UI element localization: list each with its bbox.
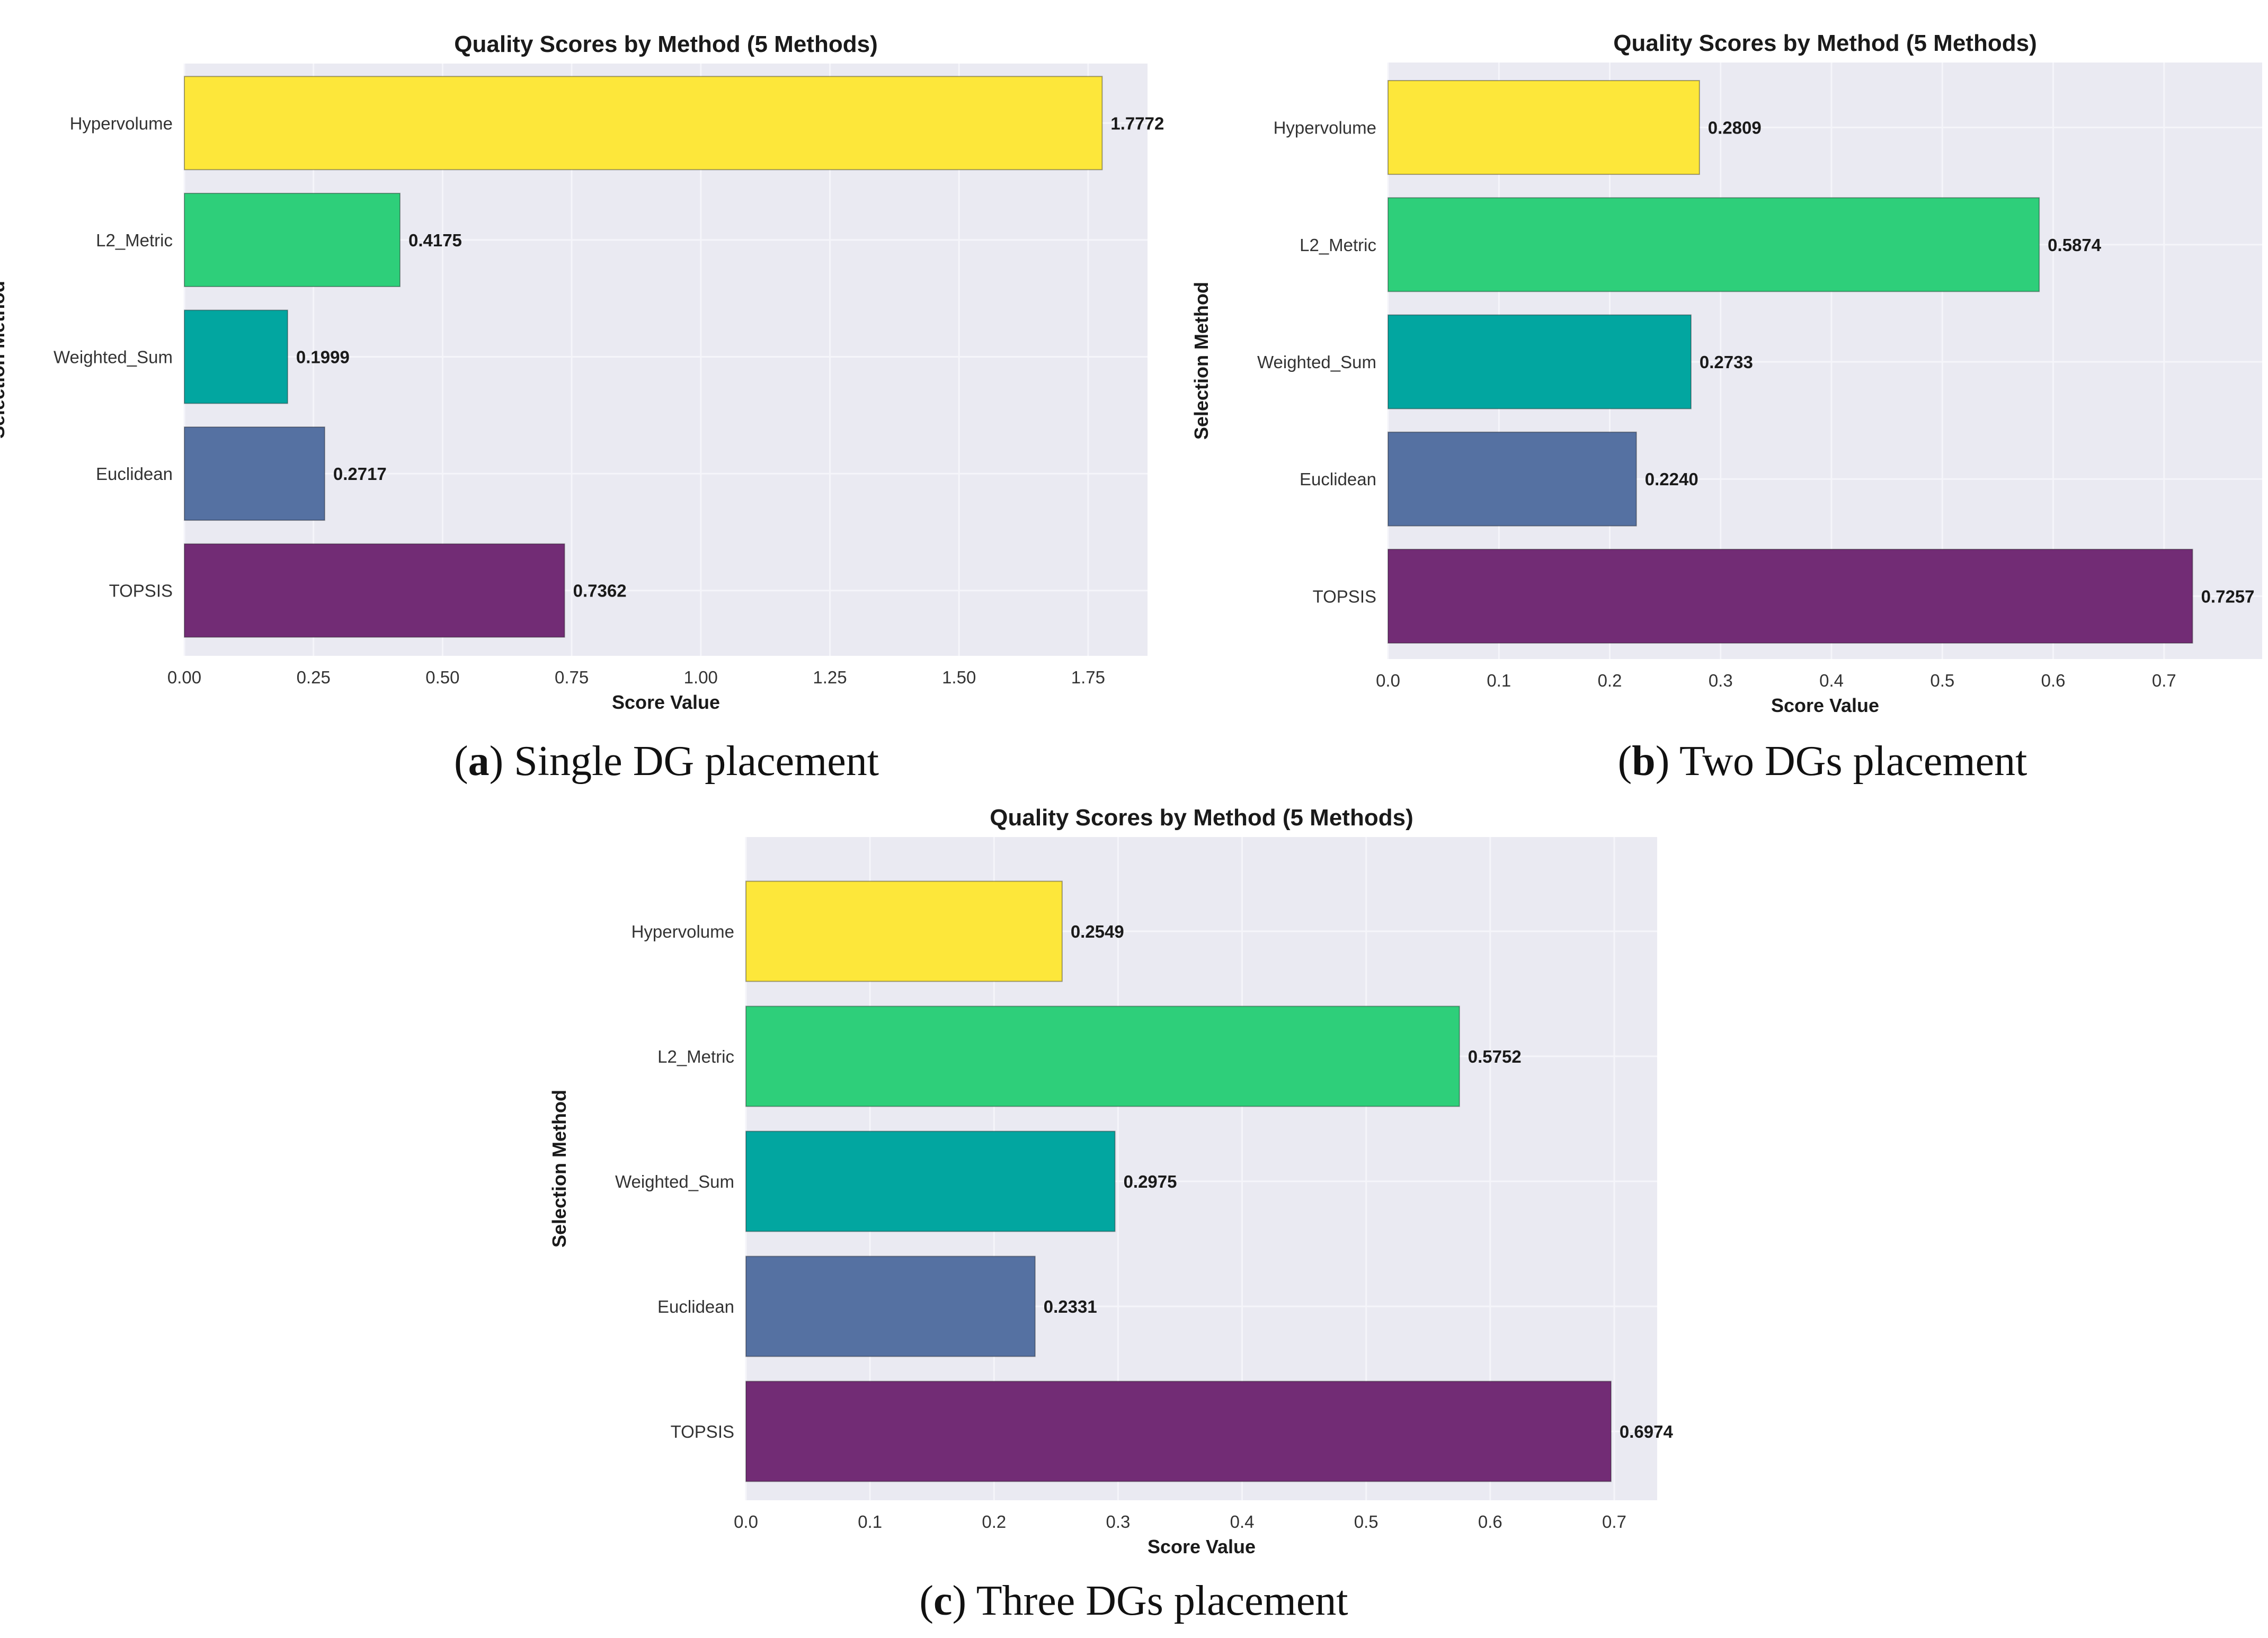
data-label: 0.2809 [1708,118,1762,138]
x-tick-label: 0.7 [1602,1512,1626,1532]
bar-euclidean [745,1256,1036,1357]
data-label: 0.2331 [1044,1297,1097,1316]
bar-topsis [1388,548,2193,644]
y-tick-label: L2_Metric [96,230,173,250]
data-label: 0.2975 [1124,1172,1177,1191]
x-tick-label: 0.2 [982,1512,1006,1532]
x-tick-label: 1.50 [942,667,976,687]
data-label: 0.2717 [333,464,387,484]
panel-caption: (c) Three DGs placement [919,1578,1348,1624]
x-tick-label: 0.75 [555,667,589,687]
y-tick-label: Hypervolume [70,113,173,133]
bar-weighted-sum [745,1130,1116,1232]
caption-text: ) Two DGs placement [1656,738,2027,785]
x-tick-label: 0.0 [1376,671,1400,690]
caption-paren-open: ( [1618,738,1632,785]
x-axis-label: Score Value [1771,695,1879,716]
x-tick-label: 0.6 [1478,1512,1502,1532]
y-tick-label: Euclidean [96,464,173,484]
x-tick-label: 0.00 [167,667,201,687]
bar-l2-metric [184,192,401,287]
chart-title: Quality Scores by Method (5 Methods) [454,31,877,57]
bar-topsis [745,1381,1612,1482]
bar-euclidean [184,426,325,521]
caption-letter: a [468,738,490,785]
y-tick-label: Hypervolume [632,922,734,941]
y-tick-label: Euclidean [1300,469,1376,489]
caption-letter: b [1632,738,1656,785]
x-tick-label: 0.3 [1106,1512,1130,1532]
y-tick-label: Hypervolume [1274,118,1376,138]
chart-panel-c: 0.0 0.1 0.2 0.3 0.4 0.5 0.6 0.7 Hypervolume 0.254… [548,805,1673,1624]
data-label: 0.1999 [296,348,350,367]
data-label: 0.7257 [2201,586,2255,606]
data-label: 0.7362 [573,581,627,601]
y-tick-label: TOPSIS [671,1422,734,1441]
data-label: 0.4175 [408,230,462,250]
chart-title: Quality Scores by Method (5 Methods) [990,805,1413,831]
panel-caption: (b) Two DGs placement [1618,738,2027,785]
x-tick-label: 1.00 [684,667,718,687]
x-tick-label: 0.0 [734,1512,758,1532]
bar-topsis [184,543,565,638]
x-tick-label: 0.5 [1930,671,1954,690]
x-tick-label: 0.7 [2152,671,2176,690]
bar-hypervolume [745,880,1063,982]
y-axis-label: Selection Method [1190,282,1212,440]
bar-l2-metric [1388,197,2040,292]
x-tick-label: 0.5 [1354,1512,1378,1532]
x-tick-label: 0.1 [858,1512,882,1532]
data-label: 1.7772 [1110,113,1164,133]
y-axis-label: Selection Method [548,1090,570,1248]
x-tick-label: 0.2 [1598,671,1622,690]
bar-hypervolume [184,76,1103,171]
y-axis-label: Selection Method [0,281,8,439]
x-tick-label: 0.50 [425,667,459,687]
x-tick-label: 0.4 [1819,671,1844,690]
y-tick-label: L2_Metric [657,1047,734,1066]
x-tick-label: 1.75 [1071,667,1105,687]
data-label: 0.2549 [1071,922,1124,941]
bar-weighted-sum [1388,314,1692,409]
y-tick-label: Weighted_Sum [615,1172,734,1191]
y-tick-label: L2_Metric [1300,235,1376,255]
data-label: 0.2733 [1700,352,1753,372]
x-tick-label: 0.6 [2041,671,2066,690]
x-tick-label: 0.25 [297,667,331,687]
data-label: 0.6974 [1620,1422,1674,1441]
x-tick-label: 0.1 [1487,671,1511,690]
caption-text: ) Single DG placement [490,738,879,785]
x-axis-label: Score Value [1148,1536,1256,1557]
data-label: 0.5874 [2048,235,2102,255]
caption-paren-open: ( [919,1578,933,1624]
y-tick-label: Euclidean [657,1297,734,1316]
chart-panel-b: 0.0 0.1 0.2 0.3 0.4 0.5 0.6 0.7 Hypervolume 0.280… [1190,30,2262,785]
data-label: 0.2240 [1645,469,1698,489]
panel-caption: (a) Single DG placement [454,738,879,785]
bar-euclidean [1388,431,1637,527]
chart-panel-a: 0.00 0.25 0.50 0.75 1.00 1.25 1.50 1.75 Hypervol… [0,31,1164,785]
x-tick-label: 0.4 [1230,1512,1255,1532]
bar-hypervolume [1388,80,1700,175]
y-tick-label: Weighted_Sum [1257,352,1376,372]
caption-text: ) Three DGs placement [953,1578,1348,1624]
caption-paren-open: ( [454,738,468,785]
caption-letter: c [933,1578,953,1624]
y-tick-label: TOPSIS [1313,586,1376,606]
y-tick-label: TOPSIS [109,581,173,601]
data-label: 0.5752 [1468,1047,1522,1066]
x-tick-label: 0.3 [1709,671,1733,690]
bar-l2-metric [745,1005,1460,1107]
chart-title: Quality Scores by Method (5 Methods) [1613,30,2036,56]
x-axis-label: Score Value [612,691,720,713]
y-tick-label: Weighted_Sum [54,348,173,367]
x-tick-label: 1.25 [813,667,847,687]
bar-weighted-sum [184,309,288,404]
